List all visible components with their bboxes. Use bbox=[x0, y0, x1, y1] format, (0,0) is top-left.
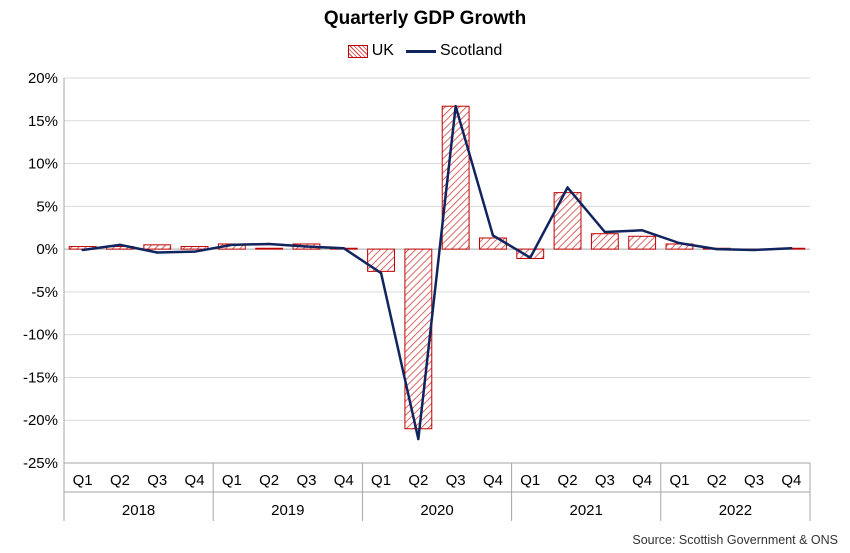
y-tick-label: -5% bbox=[31, 284, 58, 301]
bar-uk bbox=[628, 235, 657, 250]
x-tick-label: Q1 bbox=[669, 472, 689, 489]
point-scotland bbox=[267, 242, 271, 246]
point-scotland bbox=[529, 256, 532, 259]
x-tick-label: Q2 bbox=[110, 472, 130, 489]
x-tick-label: Q3 bbox=[296, 472, 316, 489]
legend-swatch-uk bbox=[347, 44, 368, 58]
point-scotland bbox=[603, 230, 607, 234]
point-scotland bbox=[454, 105, 457, 108]
source-note: Source: Scottish Government & ONS bbox=[632, 533, 838, 547]
point-scotland bbox=[193, 250, 196, 253]
point-scotland bbox=[379, 271, 383, 275]
chart-title: Quarterly GDP Growth bbox=[323, 8, 527, 29]
x-tick-label: Q2 bbox=[558, 472, 578, 489]
y-tick-label: -15% bbox=[23, 369, 58, 386]
y-tick-label: -25% bbox=[23, 455, 58, 472]
bar-uk bbox=[255, 247, 284, 250]
x-tick-label: Q4 bbox=[334, 472, 354, 489]
legend-swatch-scotland bbox=[405, 49, 436, 53]
point-scotland bbox=[640, 229, 644, 232]
bar-uk bbox=[553, 192, 582, 250]
y-tick-label: -20% bbox=[23, 412, 58, 429]
year-label: 2021 bbox=[570, 502, 603, 519]
year-label: 2018 bbox=[122, 502, 155, 519]
y-tick-label: 15% bbox=[28, 113, 58, 130]
legend-label-uk: UK bbox=[371, 42, 394, 59]
x-tick-label: Q2 bbox=[408, 472, 428, 489]
y-tick-label: 10% bbox=[28, 156, 58, 173]
y-tick-label: 0% bbox=[36, 241, 58, 258]
legend-label-scotland: Scotland bbox=[439, 42, 503, 59]
y-tick-label: -10% bbox=[23, 327, 58, 344]
year-label: 2020 bbox=[420, 502, 453, 519]
point-scotland bbox=[342, 247, 345, 250]
legend: UK Scotland bbox=[0, 42, 850, 60]
x-tick-label: Q3 bbox=[595, 472, 615, 489]
year-label: 2019 bbox=[271, 502, 304, 519]
y-tick-label: 5% bbox=[36, 198, 58, 215]
point-scotland bbox=[81, 248, 84, 252]
legend-item-uk: UK bbox=[347, 42, 394, 60]
x-tick-label: Q1 bbox=[371, 472, 391, 489]
x-tick-label: Q2 bbox=[259, 472, 279, 489]
point-scotland bbox=[491, 234, 495, 237]
x-tick-label: Q4 bbox=[632, 472, 652, 489]
point-scotland bbox=[305, 245, 308, 248]
x-tick-label: Q3 bbox=[147, 472, 167, 489]
line-scotland bbox=[82, 104, 792, 441]
point-scotland bbox=[230, 243, 234, 247]
point-scotland bbox=[566, 186, 569, 189]
x-tick-label: Q2 bbox=[707, 472, 727, 489]
legend-item-scotland: Scotland bbox=[405, 42, 503, 60]
y-tick-label: 20% bbox=[28, 70, 58, 87]
point-scotland bbox=[156, 251, 159, 254]
point-scotland bbox=[118, 243, 122, 247]
year-label: 2022 bbox=[719, 502, 752, 519]
x-tick-label: Q1 bbox=[73, 472, 93, 489]
x-tick-label: Q1 bbox=[222, 472, 242, 489]
bar-uk bbox=[367, 248, 395, 272]
point-scotland bbox=[678, 241, 681, 245]
x-tick-label: Q4 bbox=[781, 472, 801, 489]
point-scotland bbox=[790, 247, 793, 250]
bar-uk bbox=[143, 244, 172, 250]
point-scotland bbox=[715, 247, 718, 251]
point-scotland bbox=[417, 437, 420, 441]
x-tick-label: Q3 bbox=[744, 472, 764, 489]
bar-uk bbox=[441, 105, 470, 250]
x-tick-label: Q4 bbox=[185, 472, 205, 489]
bar-uk bbox=[180, 246, 209, 250]
x-tick-label: Q1 bbox=[520, 472, 540, 489]
bar-uk bbox=[590, 233, 619, 250]
x-tick-label: Q4 bbox=[483, 472, 503, 489]
point-scotland bbox=[752, 248, 756, 252]
x-tick-label: Q3 bbox=[446, 472, 466, 489]
